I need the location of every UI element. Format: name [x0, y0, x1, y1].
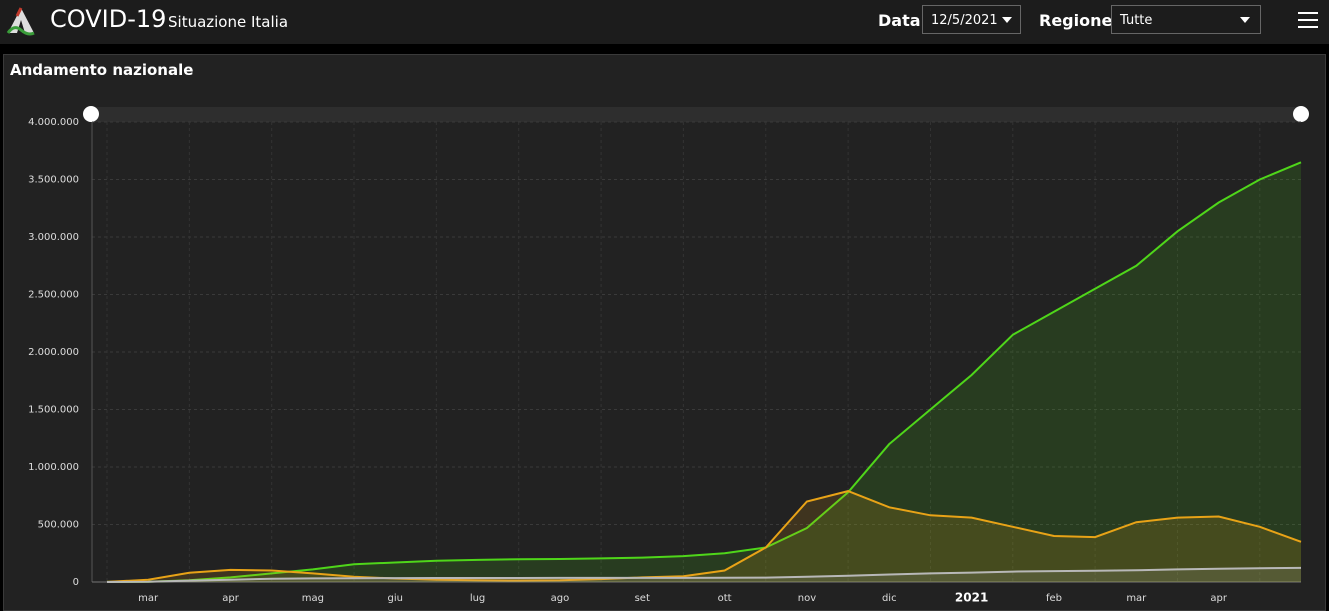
dropdown-arrow — [1002, 17, 1012, 23]
y-tick-label: 3.500.000 — [28, 175, 79, 186]
y-tick-label: 1.500.000 — [28, 405, 79, 416]
x-tick-label: ago — [551, 593, 570, 604]
panel: Andamento nazionale — [3, 54, 1326, 611]
x-tick-label: mar — [138, 593, 159, 604]
x-tick-label: mag — [302, 593, 324, 604]
app-title: COVID-19 — [50, 5, 167, 33]
dropdown-arrow — [1240, 17, 1250, 23]
x-tick-label: apr — [1210, 593, 1227, 604]
x-tick-label: mar — [1126, 593, 1147, 604]
series-line — [106, 566, 1302, 583]
x-tick-label: dic — [882, 593, 897, 604]
slider-handle[interactable] — [83, 106, 99, 122]
y-tick-label: 500.000 — [38, 520, 79, 531]
x-tick-label: feb — [1046, 593, 1062, 604]
y-tick-label: 2.500.000 — [28, 290, 79, 301]
y-tick-label: 2.000.000 — [28, 347, 79, 358]
region-value: Tutte — [1120, 13, 1153, 28]
y-tick-label: 1.000.000 — [28, 462, 79, 473]
series-area — [107, 491, 1301, 582]
x-tick-label: ott — [718, 593, 732, 604]
series-line — [106, 490, 1302, 583]
region-label: Regione — [1039, 11, 1113, 30]
x-tick-label: nov — [798, 593, 816, 604]
x-tick-label: apr — [222, 593, 239, 604]
panel-title: Andamento nazionale — [10, 61, 194, 79]
y-tick-label: 0 — [73, 577, 79, 588]
x-tick-label: 2021 — [955, 591, 988, 605]
x-tick-label: giu — [387, 593, 402, 604]
slider-handle[interactable] — [1293, 106, 1309, 122]
logo — [6, 7, 35, 36]
series-line — [106, 161, 1302, 583]
region-select[interactable]: Tutte — [1111, 5, 1261, 34]
date-label: Data — [878, 11, 921, 30]
range-slider[interactable] — [92, 107, 1301, 122]
app-subtitle: Situazione Italia — [168, 13, 289, 31]
x-tick-label: lug — [470, 593, 485, 604]
x-tick-label: set — [635, 593, 650, 604]
menu-button[interactable] — [1298, 11, 1318, 29]
y-tick-label: 3.000.000 — [28, 232, 79, 243]
date-select[interactable]: 12/5/2021 — [922, 5, 1021, 34]
date-value: 12/5/2021 — [931, 13, 998, 28]
y-tick-label: 4.000.000 — [28, 117, 79, 128]
header: COVID-19 Situazione Italia Data 12/5/202… — [0, 0, 1329, 44]
series-area — [107, 162, 1301, 583]
